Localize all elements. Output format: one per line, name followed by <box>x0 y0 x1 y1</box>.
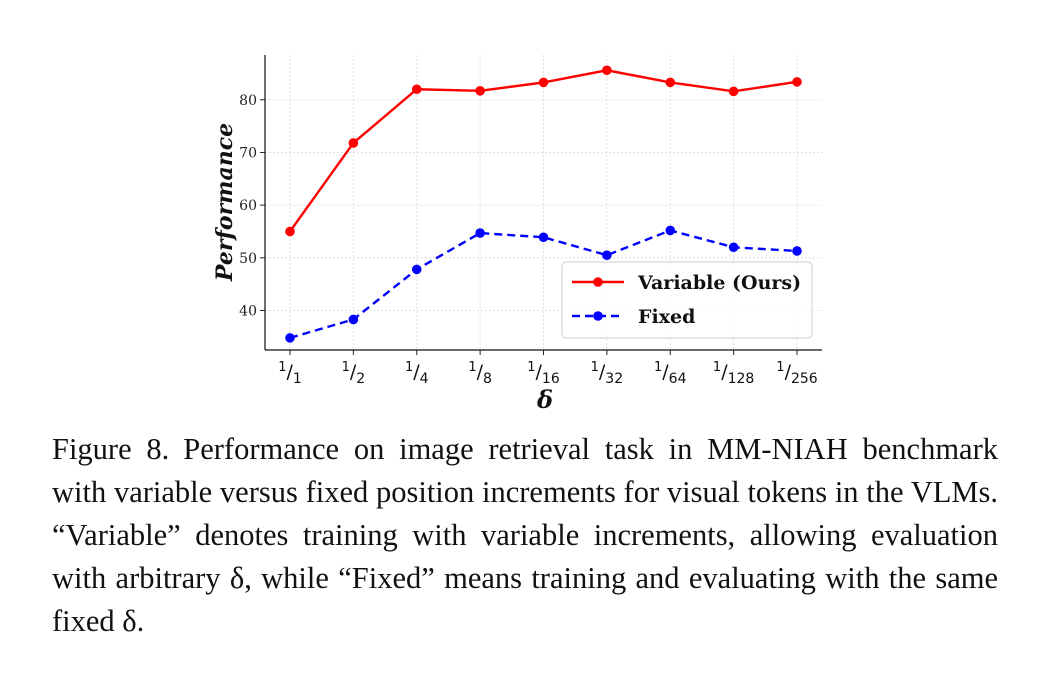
y-tick-label: 70 <box>239 145 257 161</box>
data-point-variable-ours <box>285 226 295 237</box>
series <box>285 65 802 343</box>
y-tick-label: 60 <box>239 198 257 214</box>
x-tick-label: 1/8 <box>468 360 492 387</box>
x-tick-label: 1/32 <box>591 360 624 387</box>
series-line-fixed <box>289 229 798 340</box>
x-axis-title: δ <box>536 385 553 414</box>
x-tick-label: 1/64 <box>654 360 687 387</box>
legend-label-variable-ours: Variable (Ours) <box>637 272 801 294</box>
y-tick-label: 40 <box>239 303 257 319</box>
legend: Variable (Ours) Fixed <box>561 261 813 339</box>
y-axis-title: Performance <box>212 123 238 282</box>
performance-line-chart: 40 50 60 70 80 1/1 1/2 1/4 1/8 1/16 1/32 1/64 1/128 1… <box>212 55 822 414</box>
legend-label-fixed: Fixed <box>638 306 695 328</box>
data-point-variable-ours <box>348 138 359 148</box>
data-point-fixed <box>665 225 676 236</box>
legend-marker-variable-ours <box>593 277 603 287</box>
data-point-variable-ours <box>475 86 485 96</box>
data-point-fixed <box>475 228 485 238</box>
x-tick-label: 1/256 <box>776 360 818 387</box>
x-tick-label: 1/2 <box>342 360 366 387</box>
data-point-variable-ours <box>792 77 802 87</box>
data-point-fixed <box>538 232 549 243</box>
data-point-fixed <box>285 333 295 343</box>
data-point-variable-ours <box>411 84 422 95</box>
figure-caption: Figure 8. Performance on image retrieval … <box>52 428 998 643</box>
x-tick-label: 1/1 <box>278 360 302 387</box>
x-tick-label: 1/128 <box>713 360 754 387</box>
axes: 40 50 60 70 80 1/1 1/2 1/4 1/8 1/16 1/32 1/64 1/128 1… <box>239 55 822 387</box>
caption-text: Performance on image retrieval task in M… <box>52 432 998 638</box>
data-point-fixed <box>411 264 422 275</box>
y-tick-label: 50 <box>239 251 257 267</box>
x-tick-label: 1/4 <box>405 360 429 387</box>
data-point-variable-ours <box>538 77 549 88</box>
data-point-variable-ours <box>728 86 739 97</box>
data-point-variable-ours <box>665 77 676 88</box>
data-point-variable-ours <box>602 65 612 76</box>
data-point-fixed <box>602 250 612 260</box>
legend-box <box>561 261 813 339</box>
legend-marker-fixed <box>593 311 603 321</box>
x-tick-label: 1/16 <box>527 360 560 387</box>
data-point-fixed <box>348 314 359 325</box>
figure-number: Figure 8. <box>52 432 170 466</box>
data-point-fixed <box>728 242 739 253</box>
data-point-fixed <box>792 246 802 256</box>
y-tick-label: 80 <box>239 93 257 109</box>
